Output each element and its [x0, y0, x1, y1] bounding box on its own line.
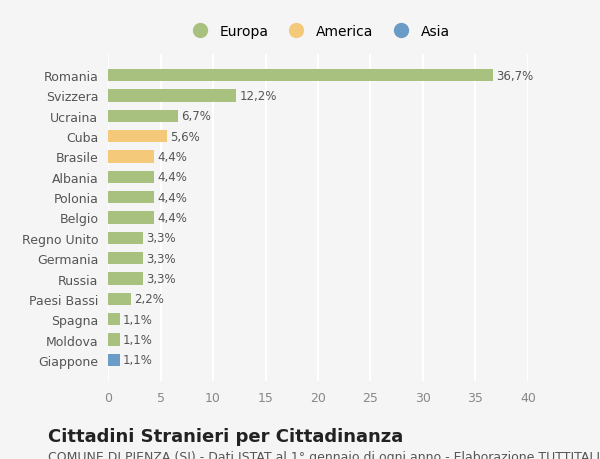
Bar [108, 192, 154, 204]
Text: 3,3%: 3,3% [146, 272, 175, 285]
Bar [108, 70, 493, 82]
Bar [108, 232, 143, 244]
Bar [108, 354, 119, 366]
Text: 5,6%: 5,6% [170, 130, 200, 143]
Text: 2,2%: 2,2% [134, 293, 164, 306]
Legend: Europa, America, Asia: Europa, America, Asia [181, 20, 455, 45]
Bar [108, 252, 143, 265]
Text: 1,1%: 1,1% [123, 353, 152, 367]
Text: 4,4%: 4,4% [157, 191, 187, 204]
Bar [108, 273, 143, 285]
Bar [108, 313, 119, 325]
Text: 1,1%: 1,1% [123, 313, 152, 326]
Bar [108, 151, 154, 163]
Text: 3,3%: 3,3% [146, 252, 175, 265]
Bar [108, 90, 236, 102]
Text: 3,3%: 3,3% [146, 232, 175, 245]
Bar [108, 212, 154, 224]
Bar [108, 111, 178, 123]
Bar [108, 334, 119, 346]
Text: 4,4%: 4,4% [157, 151, 187, 164]
Text: 36,7%: 36,7% [497, 69, 534, 83]
Bar [108, 171, 154, 184]
Text: 6,7%: 6,7% [182, 110, 211, 123]
Text: 12,2%: 12,2% [239, 90, 277, 103]
Text: 4,4%: 4,4% [157, 171, 187, 184]
Text: 1,1%: 1,1% [123, 333, 152, 346]
Bar [108, 293, 131, 305]
Text: COMUNE DI PIENZA (SI) - Dati ISTAT al 1° gennaio di ogni anno - Elaborazione TUT: COMUNE DI PIENZA (SI) - Dati ISTAT al 1°… [48, 450, 600, 459]
Text: 4,4%: 4,4% [157, 212, 187, 224]
Bar [108, 131, 167, 143]
Text: Cittadini Stranieri per Cittadinanza: Cittadini Stranieri per Cittadinanza [48, 427, 403, 445]
